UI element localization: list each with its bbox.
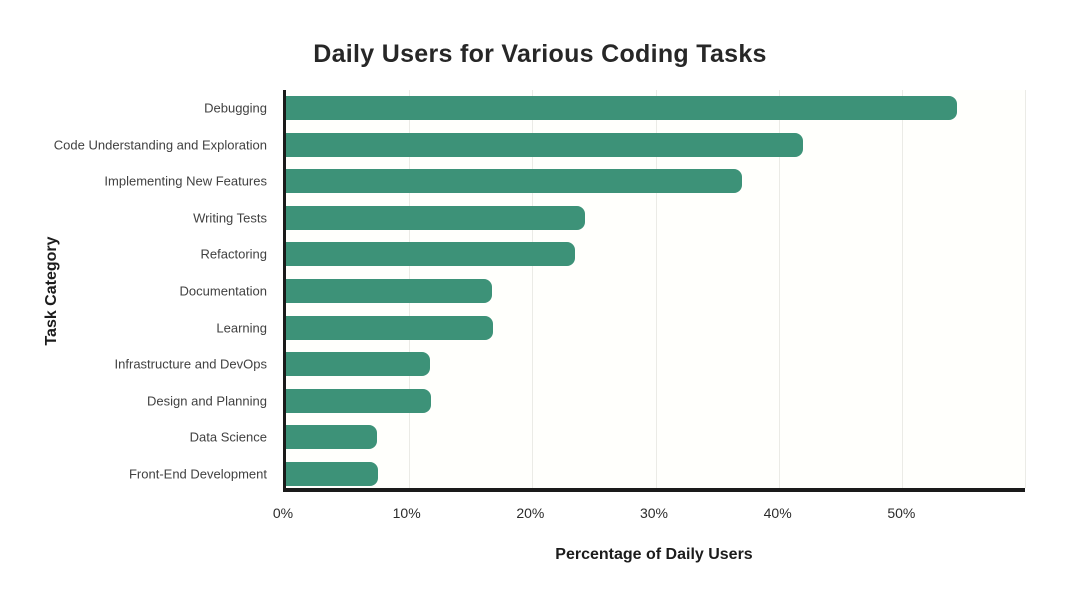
plot-area bbox=[283, 90, 1026, 492]
bar-debugging bbox=[286, 96, 958, 121]
bar-row bbox=[286, 309, 1025, 346]
x-tick-label-40: 40% bbox=[763, 505, 792, 521]
x-tick-label-20: 20% bbox=[516, 505, 545, 521]
x-tick-label-30: 30% bbox=[639, 505, 669, 521]
bar-row bbox=[286, 200, 1025, 237]
bar-infrastructure-and-devops bbox=[286, 352, 431, 377]
bar-row bbox=[286, 419, 1025, 456]
bar-design-and-planning bbox=[286, 388, 432, 413]
category-label: Refactoring bbox=[200, 246, 267, 262]
bar-row bbox=[286, 236, 1025, 273]
category-label: Design and Planning bbox=[147, 393, 267, 409]
bar-refactoring bbox=[286, 242, 576, 267]
gridline-60 bbox=[1025, 90, 1026, 488]
category-label: Writing Tests bbox=[193, 210, 267, 226]
category-label: Front-End Development bbox=[128, 466, 267, 482]
bar-row bbox=[286, 455, 1025, 492]
bar-learning bbox=[286, 315, 493, 340]
category-label: Implementing New Features bbox=[104, 173, 267, 189]
bar-front-end-development bbox=[286, 461, 379, 486]
x-axis-title: Percentage of Daily Users bbox=[555, 546, 753, 563]
x-tick-label-50: 50% bbox=[887, 505, 916, 521]
bar-row bbox=[286, 273, 1025, 310]
category-label: Debugging bbox=[204, 100, 267, 116]
bar-row bbox=[286, 163, 1025, 200]
category-label: Code Understanding and Exploration bbox=[53, 137, 267, 153]
gridline-20 bbox=[532, 90, 534, 488]
bar-code-understanding-and-exploration bbox=[286, 132, 804, 157]
x-tick-label-10: 10% bbox=[392, 505, 421, 521]
bar-implementing-new-features bbox=[286, 169, 742, 194]
x-tick-label-0: 0% bbox=[272, 505, 294, 521]
category-label: Data Science bbox=[189, 429, 267, 445]
category-labels: Debugging Code Understanding and Explorat… bbox=[0, 90, 267, 492]
category-label: Documentation bbox=[179, 283, 267, 299]
bar-writing-tests bbox=[286, 205, 586, 230]
bar-row bbox=[286, 127, 1025, 164]
bar-row bbox=[286, 90, 1025, 127]
category-label: Infrastructure and DevOps bbox=[114, 356, 267, 372]
category-label: Learning bbox=[216, 320, 267, 336]
bar-row bbox=[286, 346, 1025, 383]
bar-documentation bbox=[286, 278, 492, 303]
gridline-30 bbox=[655, 90, 657, 488]
gridline-50 bbox=[901, 90, 903, 488]
chart-title: Daily Users for Various Coding Tasks bbox=[313, 40, 767, 68]
x-tick-labels: 0% 10% 20% 30% 40% 50% bbox=[273, 505, 1025, 525]
gridline-40 bbox=[778, 90, 780, 488]
bar-data-science bbox=[286, 425, 378, 450]
bar-row bbox=[286, 382, 1025, 419]
